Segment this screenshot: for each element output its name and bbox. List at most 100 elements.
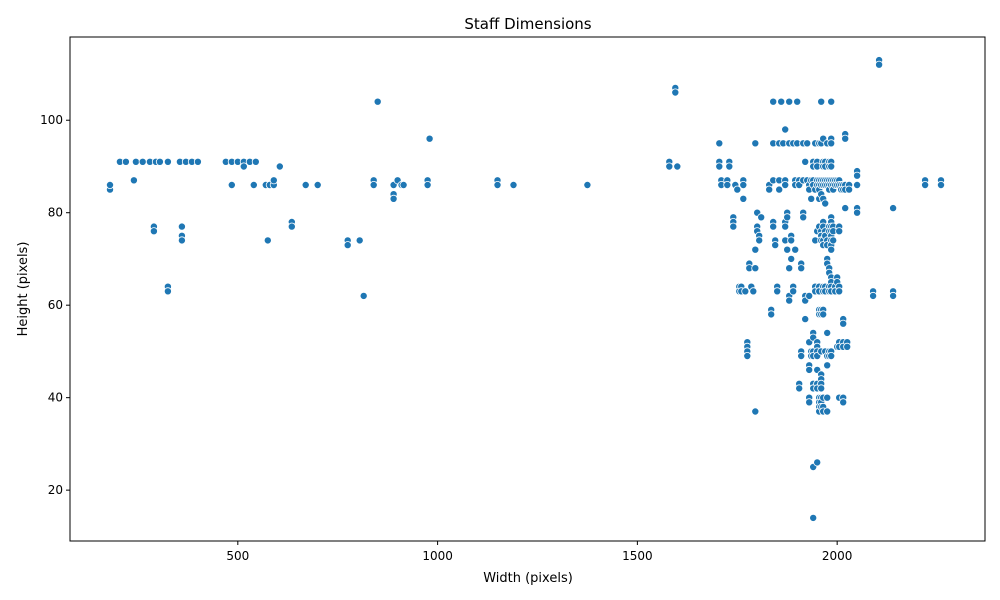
data-point (853, 208, 862, 217)
data-point (853, 171, 862, 180)
data-point (359, 291, 368, 300)
data-point (827, 97, 836, 106)
data-point (845, 185, 854, 194)
data-point (227, 180, 236, 189)
data-point (869, 291, 878, 300)
x-axis-label: Width (pixels) (483, 571, 573, 586)
data-point (733, 185, 742, 194)
data-point (249, 180, 258, 189)
data-point (813, 458, 822, 467)
data-point (791, 245, 800, 254)
data-point (781, 125, 790, 134)
data-point (373, 97, 382, 106)
data-point (835, 227, 844, 236)
data-point (355, 236, 364, 245)
y-tick-label: 20 (48, 483, 63, 497)
data-point (425, 134, 434, 143)
data-point (583, 180, 592, 189)
data-point (251, 157, 260, 166)
data-point (801, 315, 810, 324)
data-point (803, 139, 812, 148)
data-point (827, 351, 836, 360)
data-point (767, 310, 776, 319)
data-point (797, 264, 806, 273)
data-point (751, 139, 760, 148)
data-point (749, 287, 758, 296)
data-point (889, 204, 898, 213)
data-point (783, 245, 792, 254)
data-point (755, 236, 764, 245)
data-point (781, 180, 790, 189)
data-point (131, 157, 140, 166)
y-tick-label: 100 (40, 113, 63, 127)
x-tick-label: 2000 (822, 549, 853, 563)
data-point (665, 162, 674, 171)
data-point (769, 222, 778, 231)
data-point (239, 162, 248, 171)
data-point (841, 134, 850, 143)
y-tick-label: 80 (48, 206, 63, 220)
data-point (287, 222, 296, 231)
data-point (781, 222, 790, 231)
data-point (715, 162, 724, 171)
data-point (785, 264, 794, 273)
data-point (163, 287, 172, 296)
data-point (389, 194, 398, 203)
data-point (729, 222, 738, 231)
data-point (789, 287, 798, 296)
data-point (193, 157, 202, 166)
data-point (263, 236, 272, 245)
data-point (301, 180, 310, 189)
data-point (149, 227, 158, 236)
data-point (129, 176, 138, 185)
data-point (817, 384, 826, 393)
data-point (673, 162, 682, 171)
data-point (509, 180, 518, 189)
data-point (106, 180, 115, 189)
data-point (823, 407, 832, 416)
data-point (787, 254, 796, 263)
y-axis: 20 40 60 80 100 (40, 113, 70, 497)
x-tick-label: 1000 (422, 549, 453, 563)
data-point (269, 176, 278, 185)
data-point (138, 157, 147, 166)
data-point (771, 241, 780, 250)
data-point (827, 139, 836, 148)
data-point (827, 245, 836, 254)
data-point (823, 328, 832, 337)
y-tick-label: 60 (48, 298, 63, 312)
chart-title: Staff Dimensions (464, 15, 591, 33)
data-point (875, 60, 884, 69)
data-point (843, 342, 852, 351)
x-tick-label: 500 (226, 549, 249, 563)
data-point (793, 97, 802, 106)
data-point (801, 157, 810, 166)
data-point (823, 393, 832, 402)
data-point (841, 204, 850, 213)
data-point (829, 236, 838, 245)
data-point (785, 97, 794, 106)
data-point (839, 398, 848, 407)
data-point (805, 365, 814, 374)
plot-area (106, 56, 946, 522)
plot-frame (69, 36, 986, 542)
x-axis: 500 1000 1500 2000 (226, 541, 852, 563)
data-point (777, 97, 786, 106)
data-point (783, 213, 792, 222)
data-point (817, 97, 826, 106)
data-point (743, 351, 752, 360)
data-point (493, 180, 502, 189)
data-point (799, 213, 808, 222)
data-point (715, 139, 724, 148)
data-point (809, 513, 818, 522)
data-point (835, 287, 844, 296)
data-point (121, 157, 130, 166)
data-point (853, 180, 862, 189)
data-point (827, 162, 836, 171)
y-axis-label: Height (pixels) (16, 242, 31, 337)
data-point (751, 264, 760, 273)
data-point (805, 291, 814, 300)
data-point (751, 407, 760, 416)
data-point (275, 162, 284, 171)
